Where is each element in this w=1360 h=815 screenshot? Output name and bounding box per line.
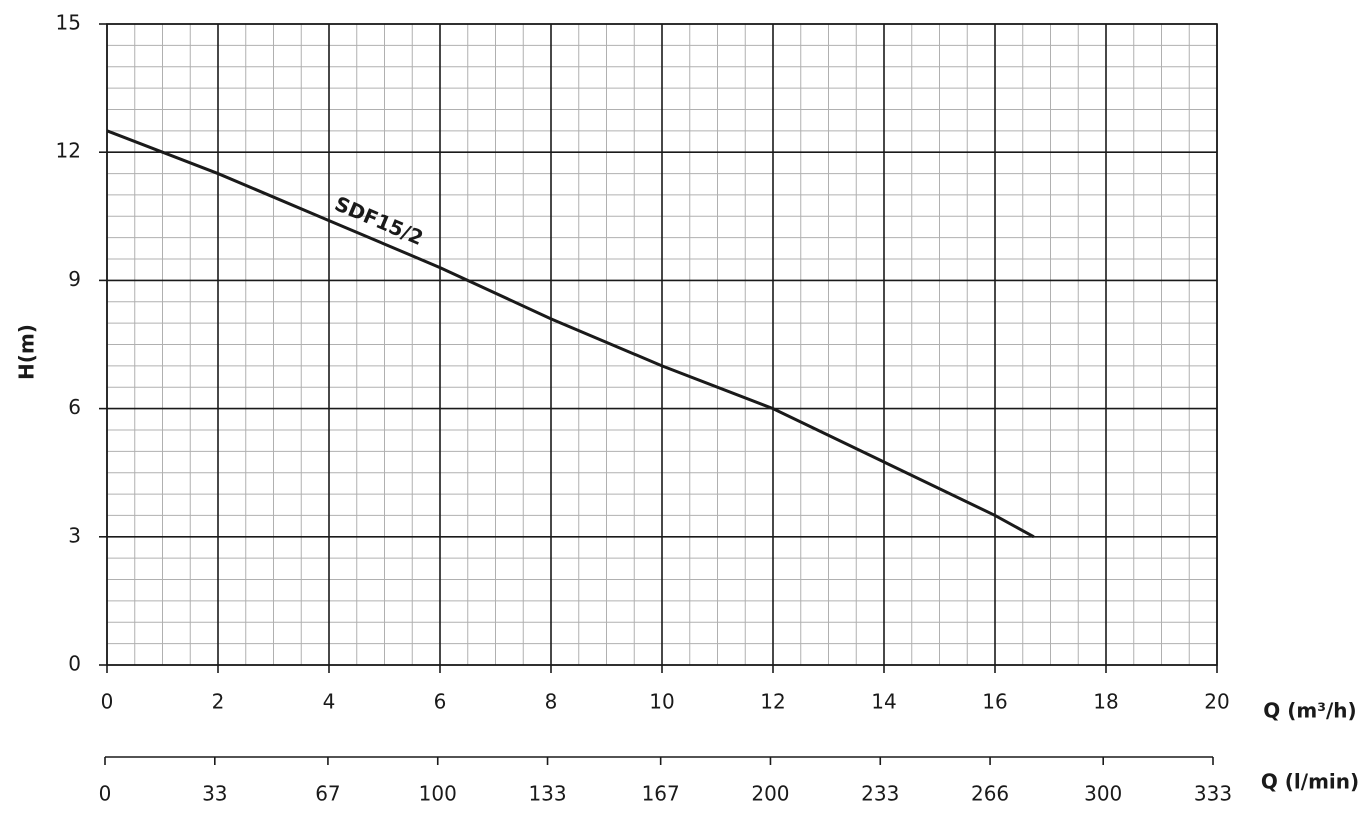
y-tick-label: 3 bbox=[68, 523, 81, 547]
x-tick-label: 2 bbox=[212, 690, 225, 714]
x2-tick-label: 200 bbox=[751, 782, 789, 806]
x-tick-label: 4 bbox=[323, 690, 336, 714]
x-tick-label: 16 bbox=[982, 690, 1007, 714]
x-tick-label: 12 bbox=[760, 690, 785, 714]
x-tick-label: 6 bbox=[434, 690, 447, 714]
x2-tick-label: 133 bbox=[528, 782, 566, 806]
x2-tick-label: 233 bbox=[861, 782, 899, 806]
x2-tick-label: 167 bbox=[642, 782, 680, 806]
x-tick-label: 0 bbox=[101, 690, 114, 714]
x2-tick-label: 300 bbox=[1084, 782, 1122, 806]
x-axis-label: Q (m³/h) bbox=[1263, 699, 1356, 723]
x2-tick-label: 100 bbox=[419, 782, 457, 806]
y-tick-label: 12 bbox=[56, 139, 81, 163]
y-tick-label: 0 bbox=[68, 652, 81, 676]
x2-tick-label: 33 bbox=[202, 782, 227, 806]
x2-tick-label: 266 bbox=[971, 782, 1009, 806]
x2-tick-label: 0 bbox=[99, 782, 112, 806]
plot-border bbox=[106, 23, 1218, 666]
curve bbox=[106, 129, 1035, 539]
x-tick-label: 14 bbox=[871, 690, 896, 714]
x-tick-label: 20 bbox=[1204, 690, 1229, 714]
x2-axis-label: Q (l/min) bbox=[1261, 770, 1359, 794]
y-axis-label: H(m) bbox=[15, 324, 39, 380]
y-tick-label: 6 bbox=[68, 395, 81, 419]
x2-tick-label: 333 bbox=[1194, 782, 1232, 806]
x-tick-label: 10 bbox=[649, 690, 674, 714]
x2-tick-label: 67 bbox=[315, 782, 340, 806]
x-tick-label: 18 bbox=[1093, 690, 1118, 714]
y-tick-label: 9 bbox=[68, 267, 81, 291]
y-tick-label: 15 bbox=[56, 11, 81, 35]
x-tick-label: 8 bbox=[545, 690, 558, 714]
